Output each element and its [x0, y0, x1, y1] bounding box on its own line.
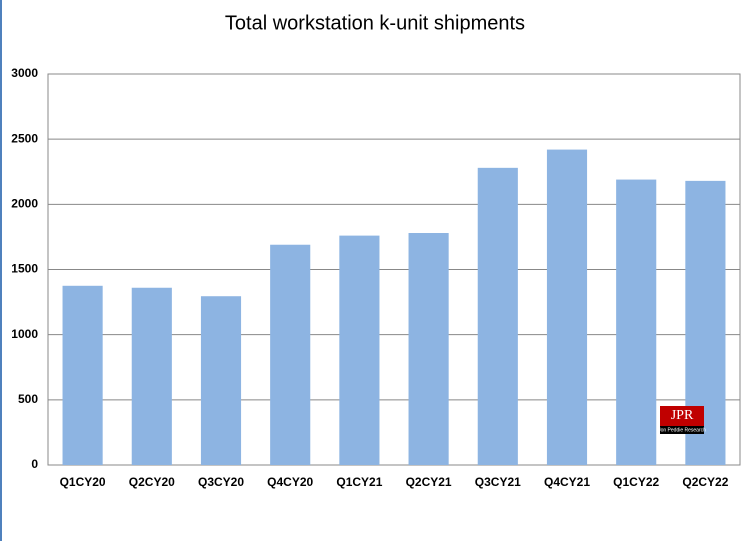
- bar: [616, 179, 657, 465]
- y-tick-label: 0: [31, 457, 38, 471]
- y-tick-label: 3000: [11, 66, 38, 80]
- x-tick-label: Q4CY21: [544, 475, 590, 489]
- x-tick-label: Q1CY21: [336, 475, 382, 489]
- y-tick-label: 1500: [11, 262, 38, 276]
- logo-text: JPR: [671, 408, 694, 423]
- bar: [408, 233, 449, 465]
- bars: [62, 149, 726, 466]
- x-tick-label: Q2CY21: [406, 475, 452, 489]
- x-tick-label: Q2CY22: [682, 475, 728, 489]
- x-tick-label: Q1CY20: [60, 475, 106, 489]
- y-tick-label: 2500: [11, 131, 38, 145]
- chart-title: Total workstation k-unit shipments: [225, 12, 525, 34]
- logo: JPR Jon Peddie Research: [658, 406, 706, 434]
- y-tick-label: 500: [18, 392, 38, 406]
- bar: [477, 167, 518, 465]
- bar: [62, 285, 103, 465]
- y-tick-label: 2000: [11, 197, 38, 211]
- bar: [131, 287, 172, 465]
- x-tick-label: Q4CY20: [267, 475, 313, 489]
- bar: [339, 235, 380, 465]
- bar: [200, 296, 242, 465]
- x-tick-label: Q3CY20: [198, 475, 244, 489]
- logo-subtitle: Jon Peddie Research: [658, 427, 706, 433]
- bar: [270, 244, 311, 465]
- plot-border: [47, 73, 741, 466]
- x-tick-label: Q2CY20: [129, 475, 175, 489]
- y-tick-label: 1000: [11, 327, 38, 341]
- bar: [546, 149, 588, 466]
- logo-strip: [660, 426, 704, 434]
- x-tick-label: Q3CY21: [475, 475, 521, 489]
- x-tick-label: Q1CY22: [613, 475, 659, 489]
